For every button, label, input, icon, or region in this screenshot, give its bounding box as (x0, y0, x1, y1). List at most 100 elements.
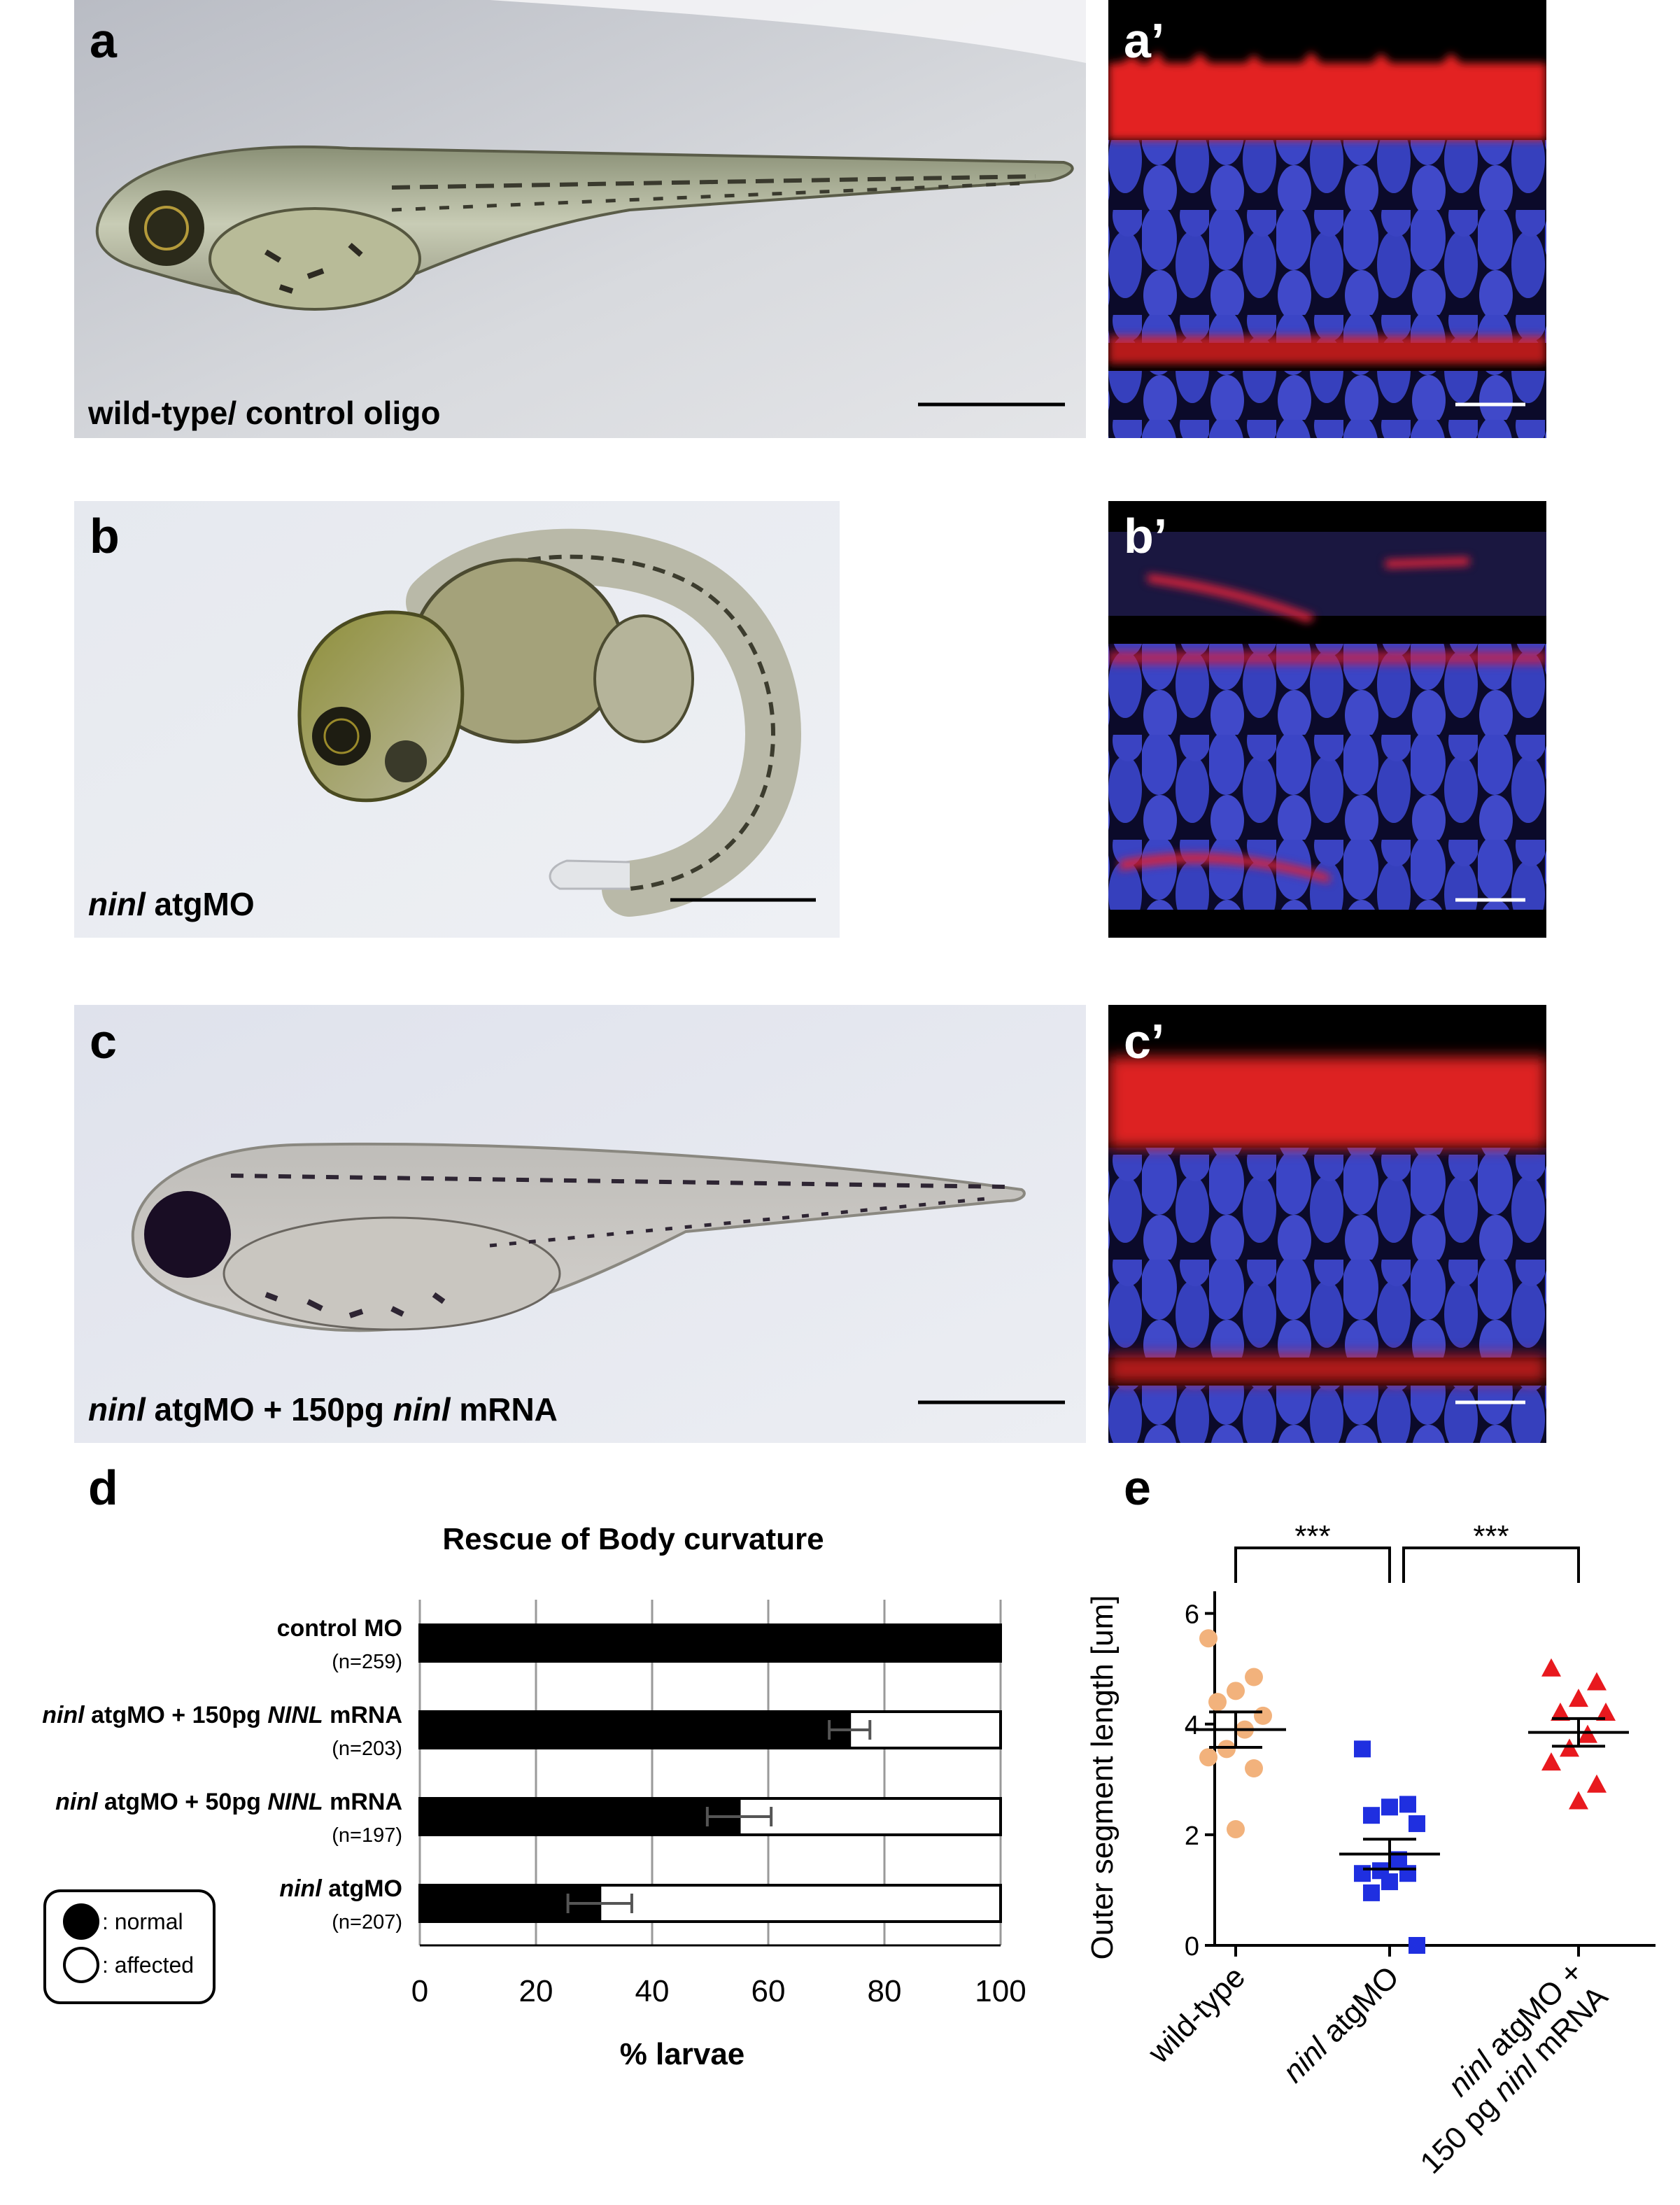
x-axis-label: % larvae (620, 2037, 745, 2071)
text-run: ninl (88, 886, 146, 922)
bar-segment (598, 1884, 1002, 1923)
x-tick-label: 40 (635, 1974, 670, 2008)
text-run: wild-type (1141, 1959, 1252, 2070)
text-run: control MO (277, 1615, 402, 1642)
data-point (1551, 1702, 1570, 1721)
data-point (1381, 1798, 1398, 1816)
text-run: mRNA (323, 1702, 402, 1728)
micrograph-c-prime (1108, 1005, 1546, 1443)
text-run: NINL (267, 1702, 323, 1728)
data-point (1227, 1682, 1245, 1700)
x-tick-label: 0 (411, 1974, 428, 2008)
legend-label: : affected (102, 1952, 194, 1978)
category-label: ninl atgMO + 150pg NINL mRNA (42, 1702, 402, 1728)
legend-swatch (63, 1903, 99, 1940)
panel-label: b (90, 509, 120, 563)
sample-size: (n=207) (332, 1911, 402, 1933)
y-tick-label: 6 (1185, 1600, 1199, 1630)
x-tick-label: wild-type (1141, 1959, 1252, 2070)
data-point (1245, 1759, 1263, 1777)
data-point (1208, 1693, 1227, 1712)
micrograph-a-prime (1108, 0, 1546, 438)
significance-bracket (1402, 1547, 1580, 1583)
category-label: ninl atgMO (279, 1875, 402, 1902)
data-point (1354, 1865, 1371, 1882)
panel-caption: wild-type/ control oligo (87, 395, 440, 431)
x-tick-label: 60 (751, 1974, 786, 2008)
data-point (1363, 1807, 1380, 1824)
bar-segment (418, 1797, 741, 1836)
panel-label: a’ (1124, 13, 1164, 68)
significance-label: *** (1473, 1519, 1509, 1554)
data-point (1569, 1689, 1588, 1707)
text-run: ninl (42, 1702, 85, 1728)
x-tick-label: 20 (519, 1974, 553, 2008)
y-tick-label: 2 (1185, 1822, 1199, 1851)
photo-a (74, 0, 1086, 438)
photo-b (74, 501, 840, 938)
data-point (1217, 1740, 1236, 1759)
data-point (1541, 1658, 1561, 1677)
panel-caption: ninl atgMO (88, 886, 255, 922)
micrograph-b-prime (1108, 501, 1546, 938)
panel-label: e (1124, 1460, 1151, 1515)
legend-swatch (63, 1947, 99, 1983)
panel-caption: ninl atgMO + 150pg ninl mRNA (88, 1391, 558, 1428)
text-run: ninl (88, 1391, 146, 1428)
text-run: atgMO (322, 1875, 402, 1902)
text-run: atgMO + 50pg (98, 1789, 268, 1815)
text-run: atgMO + 150pg (146, 1391, 393, 1428)
data-point (1354, 1740, 1371, 1758)
category-label: ninl atgMO + 50pg NINL mRNA (55, 1789, 402, 1815)
x-tick-label: 100 (975, 1974, 1026, 2008)
data-point (1399, 1796, 1416, 1813)
text-run: wild-type/ control oligo (87, 395, 440, 431)
significance-bracket (1234, 1547, 1391, 1583)
text-run: atgMO + 150pg (85, 1702, 268, 1728)
chart-title: Rescue of Body curvature (442, 1522, 824, 1556)
x-tick-label: ninl atgMO (1276, 1959, 1406, 2089)
category-label: control MO (277, 1615, 402, 1642)
panel-label: b’ (1124, 509, 1167, 563)
panel-label: a (90, 13, 118, 68)
y-axis-label: Outer segment length [um] (1085, 1595, 1120, 1960)
x-tick-label: 80 (868, 1974, 902, 2008)
data-point (1199, 1629, 1217, 1648)
text-run: NINL (267, 1789, 323, 1815)
panel-label: c (90, 1014, 117, 1069)
data-point (1399, 1865, 1416, 1882)
legend-label: : normal (102, 1909, 183, 1934)
y-tick-label: 0 (1185, 1932, 1199, 1961)
text-run: ninl (393, 1391, 451, 1428)
data-point (1587, 1774, 1607, 1793)
data-point (1363, 1884, 1380, 1901)
sample-size: (n=203) (332, 1738, 402, 1760)
bar-segment (737, 1797, 1002, 1836)
data-point (1245, 1668, 1263, 1686)
data-point (1409, 1937, 1425, 1954)
bar-segment (418, 1623, 1002, 1663)
sample-size: (n=259) (332, 1651, 402, 1673)
sample-size: (n=197) (332, 1824, 402, 1847)
data-point (1596, 1702, 1616, 1721)
photo-c (74, 1005, 1086, 1443)
text-run: mRNA (451, 1391, 558, 1428)
bar-segment (418, 1710, 852, 1749)
data-point (1587, 1672, 1607, 1691)
data-point (1541, 1752, 1561, 1771)
text-run: atgMO (1310, 1959, 1406, 2055)
data-point (1254, 1706, 1272, 1725)
data-point (1569, 1791, 1588, 1810)
panel-label: c’ (1124, 1014, 1164, 1069)
data-point (1227, 1819, 1245, 1838)
text-run: ninl (55, 1789, 99, 1815)
text-run: atgMO (146, 886, 255, 922)
bar-segment (848, 1710, 1002, 1749)
data-point (1381, 1873, 1398, 1891)
text-run: mRNA (323, 1789, 402, 1815)
data-point (1409, 1815, 1425, 1833)
significance-label: *** (1294, 1519, 1330, 1554)
text-run: ninl (279, 1875, 323, 1902)
panel-label: d (88, 1460, 118, 1515)
